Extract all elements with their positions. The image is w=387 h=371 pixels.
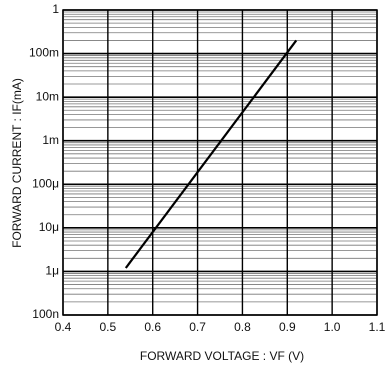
y-tick-label: 100m [29,46,59,60]
y-axis-label: FORWARD CURRENT : IF(mA) [10,78,24,248]
x-tick-label: 0.8 [234,320,251,334]
x-tick-label: 1.0 [324,320,341,334]
y-tick-label: 10μ [39,220,59,234]
x-axis-label: FORWARD VOLTAGE : VF (V) [140,349,304,363]
y-tick-label: 1 [52,2,59,16]
x-tick-label: 0.9 [279,320,296,334]
x-tick-label: 0.6 [144,320,161,334]
y-tick-label: 1m [42,133,59,147]
x-tick-label: 0.4 [55,320,72,334]
data-line [124,39,298,269]
x-tick-label: 0.7 [189,320,206,334]
y-tick-label: 100μ [32,176,59,190]
y-tick-label: 100n [32,307,59,321]
y-tick-label: 1μ [45,264,59,278]
x-tick-label: 1.1 [369,320,386,334]
y-tick-label: 10m [36,89,59,103]
x-tick-label: 0.5 [100,320,117,334]
plot-area [62,9,378,316]
